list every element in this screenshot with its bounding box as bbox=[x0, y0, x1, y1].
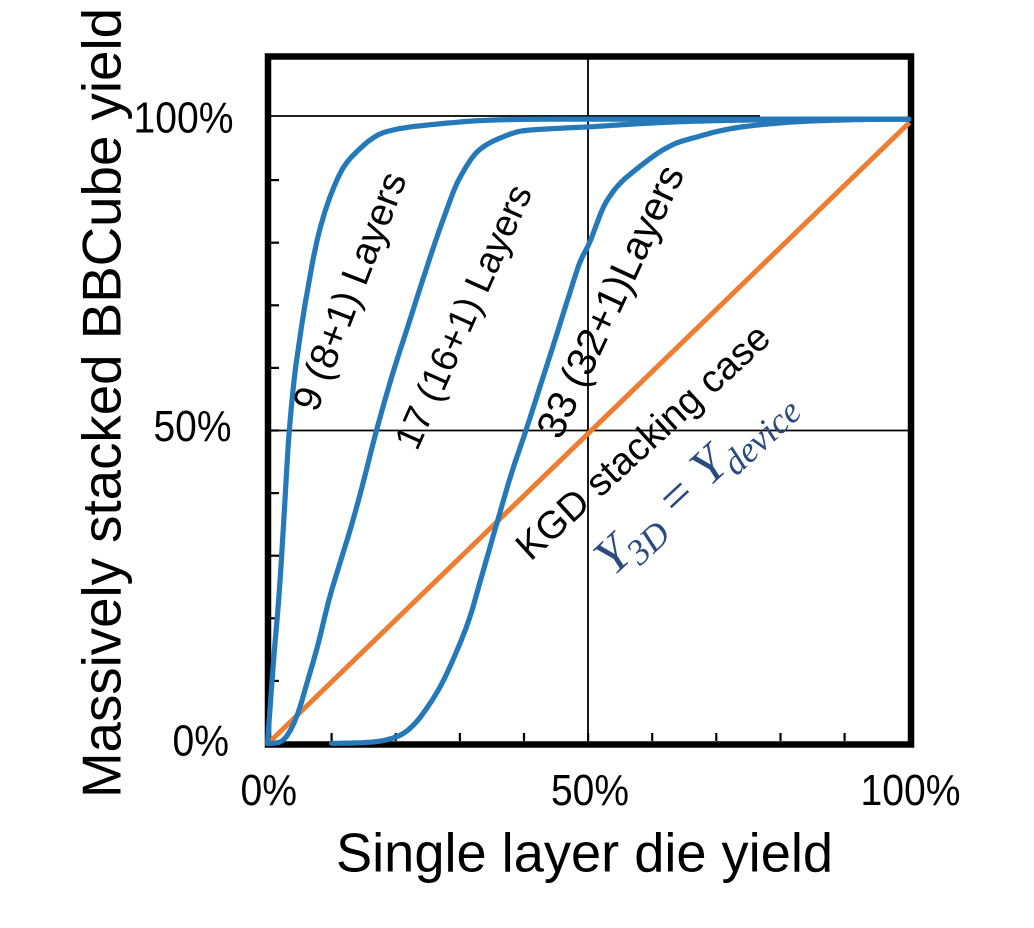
svg-text:0%: 0% bbox=[241, 767, 298, 815]
svg-text:0%: 0% bbox=[173, 718, 230, 766]
svg-text:50%: 50% bbox=[551, 767, 629, 815]
svg-text:100%: 100% bbox=[861, 767, 961, 815]
svg-text:Massively stacked BBCube yield: Massively stacked BBCube yield bbox=[71, 8, 133, 798]
svg-text:Single layer die yield: Single layer die yield bbox=[336, 822, 833, 884]
svg-text:50%: 50% bbox=[154, 403, 232, 451]
svg-text:100%: 100% bbox=[134, 95, 234, 143]
